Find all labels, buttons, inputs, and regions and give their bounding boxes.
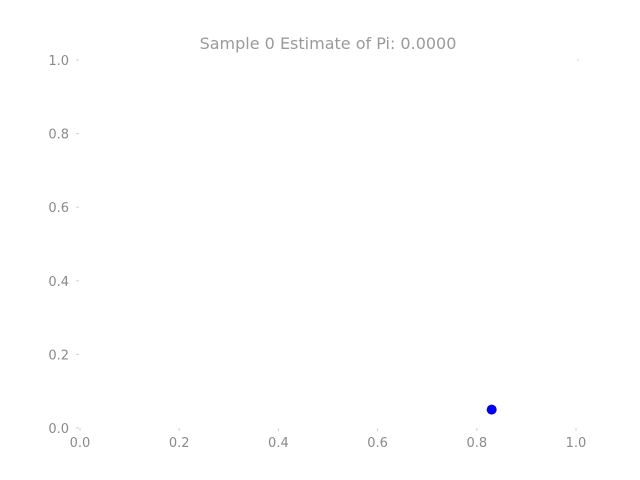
scatter-points xyxy=(486,404,497,415)
y-tick-label: 0.4 xyxy=(48,275,69,290)
x-tick-label: 0.4 xyxy=(268,436,289,451)
x-tick-label: 1.0 xyxy=(566,436,587,451)
y-tick-label: 1.0 xyxy=(48,54,69,69)
chart-title: Sample 0 Estimate of Pi: 0.0000 xyxy=(200,34,457,53)
y-axis-ticks: 0.0 0.2 0.4 0.6 0.8 1.0 xyxy=(48,54,579,437)
x-axis-ticks: 0.0 0.2 0.4 0.6 0.8 1.0 xyxy=(69,428,587,451)
scatter-point xyxy=(486,404,497,415)
x-tick-label: 0.2 xyxy=(169,436,190,451)
y-tick-label: 0.8 xyxy=(48,128,69,143)
y-tick-label: 0.6 xyxy=(48,201,69,216)
x-tick-label: 0.8 xyxy=(466,436,487,451)
y-tick-label: 0.0 xyxy=(48,422,69,437)
x-tick-label: 0.6 xyxy=(367,436,388,451)
x-tick-label: 0.0 xyxy=(70,436,91,451)
y-tick-label: 0.2 xyxy=(48,348,69,363)
